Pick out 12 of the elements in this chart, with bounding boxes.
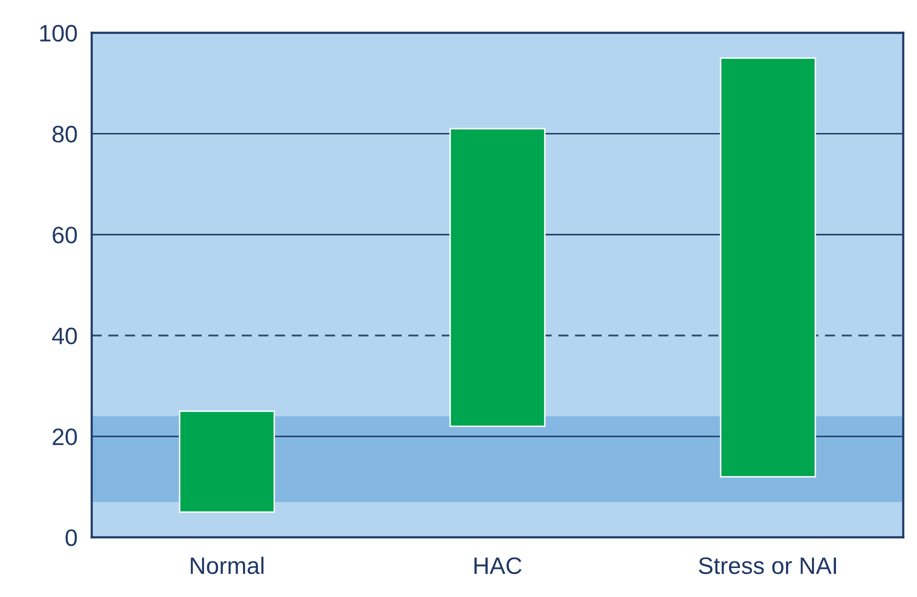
y-tick-label: 80 [52, 126, 77, 143]
x-tick-label: Stress or NAI [698, 557, 836, 574]
x-tick-label: Normal [190, 556, 264, 574]
y-tick-label: 0 [66, 529, 77, 546]
y-tick-label: 40 [52, 328, 77, 344]
y-tick-label: 100 [40, 24, 77, 42]
y-tick-label: 60 [52, 226, 77, 244]
bar [178, 410, 275, 513]
y-tick-label: 20 [52, 428, 77, 446]
bar [449, 128, 546, 428]
x-tick-label: HAC [474, 557, 522, 574]
bar [720, 57, 816, 478]
